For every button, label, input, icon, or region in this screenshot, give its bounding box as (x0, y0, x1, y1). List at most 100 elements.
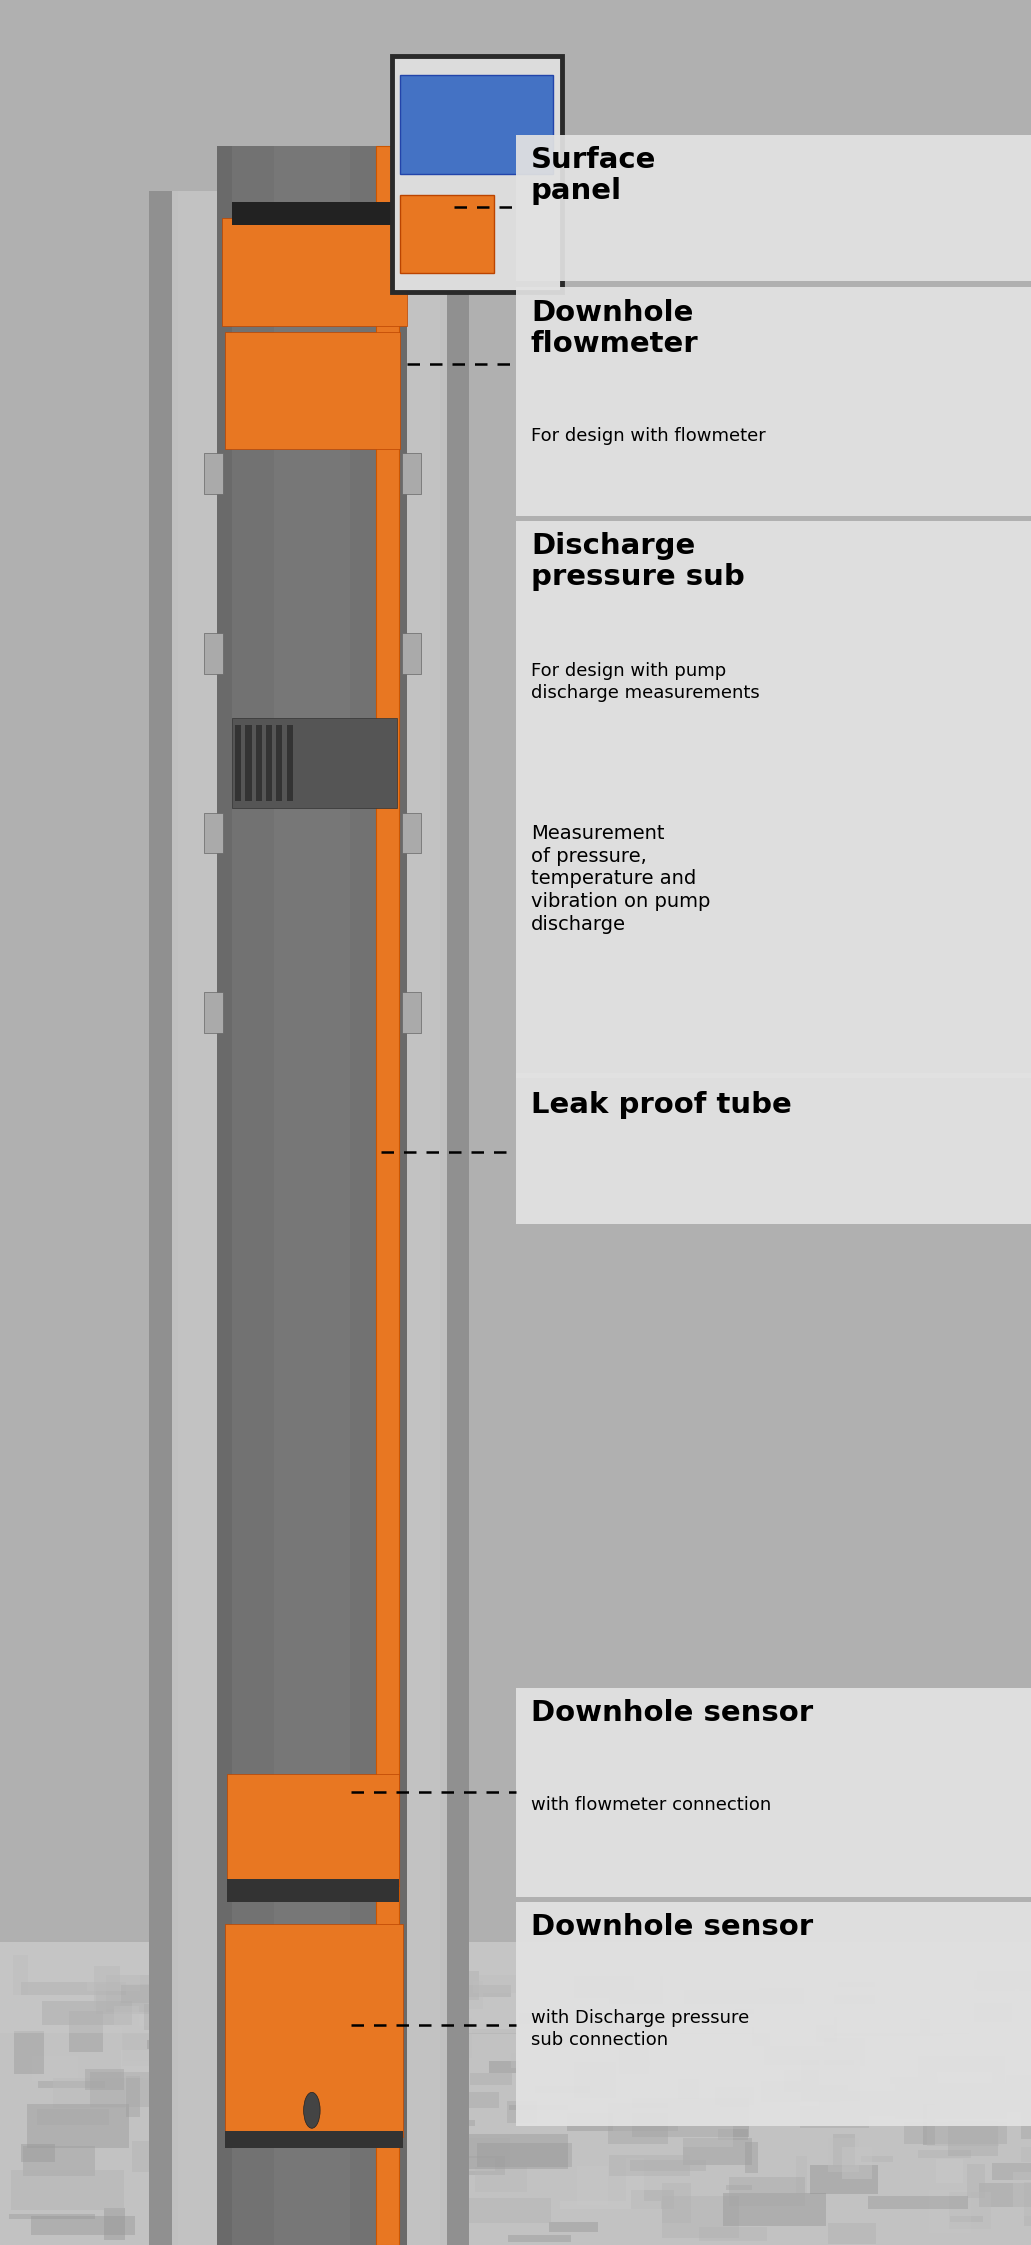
Bar (446, 191, 469, 2245)
Bar (126, 2077, 140, 2117)
Bar (508, 2236, 571, 2243)
Bar (270, 2068, 287, 2092)
Bar (106, 1976, 174, 2012)
Bar (132, 2142, 184, 2171)
Bar (189, 2144, 259, 2166)
Bar (232, 718, 397, 808)
Bar (276, 725, 282, 801)
Bar (608, 2155, 690, 2175)
Bar (820, 2090, 895, 2115)
Bar (400, 2052, 463, 2079)
Bar (369, 2191, 456, 2216)
Bar (0, 2003, 1031, 2012)
Bar (0, 2184, 1031, 2196)
Bar (155, 2153, 246, 2187)
Bar (204, 633, 223, 674)
Bar (54, 2079, 125, 2108)
Bar (0, 1942, 1031, 1951)
Bar (197, 2209, 261, 2236)
Bar (1022, 2104, 1031, 2139)
Bar (0, 2214, 1031, 2225)
Bar (890, 2077, 938, 2083)
Bar (335, 2016, 418, 2056)
Bar (801, 2061, 860, 2101)
Bar (461, 2092, 499, 2108)
Bar (69, 2012, 103, 2052)
Bar (191, 2166, 242, 2191)
Bar (395, 2099, 410, 2110)
Bar (470, 2072, 511, 2086)
Text: Leak proof tube: Leak proof tube (531, 1091, 792, 1118)
Bar (630, 2160, 706, 2171)
Bar (0, 2236, 1031, 2245)
Bar (158, 2169, 187, 2182)
Text: Downhole sensor: Downhole sensor (531, 1913, 813, 1940)
Bar (718, 2128, 747, 2139)
Bar (921, 2020, 969, 2034)
Text: with flowmeter connection: with flowmeter connection (531, 1796, 771, 1814)
Bar (400, 74, 554, 175)
Bar (678, 2079, 699, 2099)
Bar (832, 2005, 878, 2014)
Bar (967, 2164, 986, 2198)
Text: Measurement
of pressure,
temperature and
vibration on pump
discharge: Measurement of pressure, temperature and… (531, 824, 710, 934)
Bar (122, 2025, 203, 2065)
Bar (225, 2131, 403, 2148)
Bar (11, 2171, 124, 2209)
Bar (143, 2061, 174, 2079)
Bar (204, 992, 223, 1033)
Bar (174, 2164, 204, 2173)
Bar (367, 1978, 446, 1991)
Bar (796, 2157, 807, 2193)
Bar (729, 2178, 805, 2205)
Bar (0, 2012, 1031, 2023)
Bar (957, 2092, 1031, 2135)
Bar (367, 2041, 379, 2050)
Bar (680, 2009, 754, 2034)
Bar (380, 2119, 475, 2126)
Bar (0, 2205, 1031, 2214)
Bar (232, 146, 392, 2245)
Bar (266, 725, 272, 801)
Bar (104, 2209, 125, 2241)
Bar (0, 1942, 1031, 2245)
Bar (723, 2193, 826, 2227)
Bar (387, 1971, 479, 2000)
Bar (402, 453, 421, 494)
Bar (960, 1989, 1019, 2023)
Bar (95, 1967, 121, 2009)
Bar (979, 2182, 1031, 2207)
Bar (764, 2047, 854, 2065)
Bar (379, 2056, 461, 2081)
Bar (0, 2155, 1031, 2164)
Bar (744, 2005, 850, 2025)
Bar (928, 2106, 999, 2146)
Bar (432, 1982, 484, 2009)
Bar (1012, 2173, 1031, 2216)
Bar (936, 2072, 993, 2095)
Bar (475, 2166, 527, 2191)
Bar (635, 2061, 651, 2081)
Bar (287, 725, 293, 801)
Bar (1000, 2005, 1031, 2045)
Bar (86, 2070, 124, 2090)
Bar (516, 521, 1031, 1078)
Bar (984, 2056, 1020, 2088)
Bar (0, 1971, 1031, 1982)
Bar (376, 146, 399, 2245)
Bar (398, 1985, 511, 1998)
Bar (143, 2005, 266, 2029)
Bar (530, 2014, 586, 2043)
Bar (415, 2175, 430, 2211)
Bar (244, 2131, 339, 2162)
Bar (895, 2083, 1007, 2119)
Bar (735, 1989, 804, 2014)
Bar (951, 2216, 983, 2223)
Bar (385, 2155, 468, 2175)
Bar (42, 2000, 132, 2025)
Text: with Discharge pressure
sub connection: with Discharge pressure sub connection (531, 2009, 750, 2050)
Bar (161, 2054, 246, 2061)
Bar (929, 2191, 971, 2234)
Bar (274, 146, 350, 2245)
Bar (257, 2126, 353, 2139)
